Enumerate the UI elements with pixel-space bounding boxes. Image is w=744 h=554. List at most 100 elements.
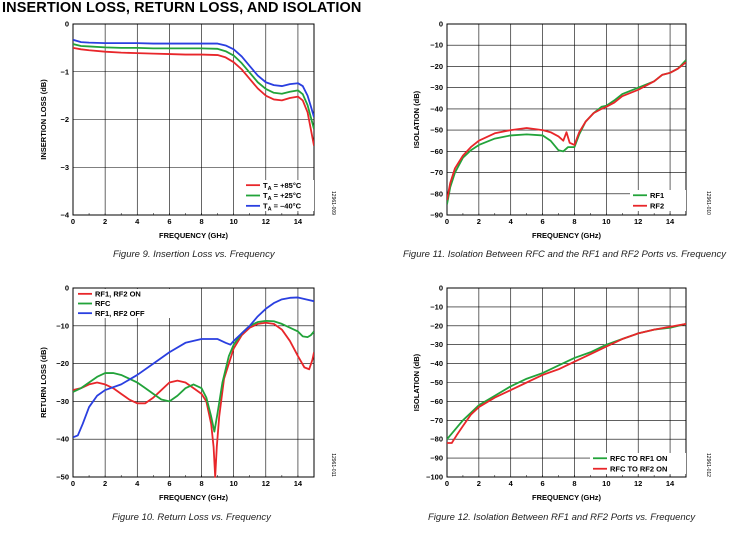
y-tick-label: −2 xyxy=(60,115,69,124)
y-axis-label: INSERTION LOSS (dB) xyxy=(39,79,48,160)
legend: TA = +85°CTA = +25°CTA = –40°C xyxy=(243,180,314,213)
y-tick-label: 0 xyxy=(65,284,69,293)
y-tick-label: −100 xyxy=(426,473,443,482)
series-line-1 xyxy=(73,319,314,433)
legend-label: TA = –40°C xyxy=(263,202,302,213)
y-tick-label: −10 xyxy=(56,321,69,330)
plot-frame xyxy=(72,287,315,478)
x-tick-label: 14 xyxy=(294,479,303,488)
y-axis-label: ISOLATION (dB) xyxy=(412,353,421,411)
plot-frame xyxy=(446,287,687,478)
section-title: INSERTION LOSS, RETURN LOSS, AND ISOLATI… xyxy=(2,0,362,16)
x-tick-label: 14 xyxy=(666,479,675,488)
plot-frame xyxy=(446,23,687,216)
x-tick-label: 0 xyxy=(71,479,75,488)
figure-12-caption: Figure 12. Isolation Between RF1 and RF2… xyxy=(428,512,696,523)
x-tick-label: 2 xyxy=(477,479,481,488)
figure-id: 12961-012 xyxy=(705,453,711,477)
x-axis-label: FREQUENCY (GHz) xyxy=(159,493,229,502)
x-tick-label: 12 xyxy=(262,479,270,488)
x-tick-label: 2 xyxy=(103,217,107,226)
legend-label: TA = +85°C xyxy=(263,181,302,192)
y-tick-label: 0 xyxy=(439,284,443,293)
x-tick-label: 8 xyxy=(572,217,576,226)
x-tick-label: 6 xyxy=(167,479,171,488)
x-axis-label: FREQUENCY (GHz) xyxy=(159,231,229,240)
y-tick-label: −50 xyxy=(430,126,443,135)
x-tick-label: 0 xyxy=(445,217,449,226)
y-tick-label: −30 xyxy=(430,83,443,92)
series-line-0 xyxy=(73,321,314,478)
y-tick-label: −30 xyxy=(430,340,443,349)
y-tick-label: −70 xyxy=(430,416,443,425)
series-group xyxy=(447,59,686,205)
x-tick-label: 14 xyxy=(666,217,675,226)
figure-id: 12961-011 xyxy=(330,453,336,477)
y-tick-label: −90 xyxy=(430,454,443,463)
legend-label: RF1, RF2 OFF xyxy=(95,309,145,318)
x-tick-label: 6 xyxy=(167,217,171,226)
y-tick-label: −20 xyxy=(430,321,443,330)
figure-id: 12961-009 xyxy=(330,191,336,215)
series-line-2 xyxy=(73,296,314,439)
legend-label: RF1 xyxy=(650,191,664,200)
y-tick-label: 0 xyxy=(439,20,443,29)
y-tick-label: −3 xyxy=(60,163,69,172)
series-line-1 xyxy=(447,61,686,201)
x-tick-label: 0 xyxy=(445,479,449,488)
x-tick-label: 12 xyxy=(262,217,270,226)
y-tick-label: −30 xyxy=(56,397,69,406)
y-axis-label: ISOLATION (dB) xyxy=(412,90,421,148)
y-tick-label: −20 xyxy=(56,359,69,368)
figure-10-caption: Figure 10. Return Loss vs. Frequency xyxy=(112,512,271,523)
series-line-0 xyxy=(447,323,686,440)
x-tick-label: 2 xyxy=(103,479,107,488)
grid xyxy=(446,23,687,216)
legend-label: TA = +25°C xyxy=(263,191,302,202)
y-tick-label: −40 xyxy=(56,435,69,444)
legend-background xyxy=(590,453,686,474)
series-group xyxy=(447,323,686,444)
x-tick-label: 4 xyxy=(509,217,514,226)
y-tick-label: −60 xyxy=(430,147,443,156)
x-tick-label: 8 xyxy=(572,479,576,488)
x-tick-label: 0 xyxy=(71,217,75,226)
x-tick-label: 6 xyxy=(541,217,545,226)
y-tick-label: −70 xyxy=(430,168,443,177)
y-tick-label: −50 xyxy=(56,473,69,482)
series-line-0 xyxy=(73,46,314,146)
legend-label: RF1, RF2 ON xyxy=(95,290,141,299)
y-tick-label: −10 xyxy=(430,302,443,311)
series-line-1 xyxy=(447,323,686,444)
x-tick-label: 14 xyxy=(294,217,303,226)
x-tick-label: 10 xyxy=(602,217,610,226)
figure-id: 12961-010 xyxy=(705,191,711,215)
figure-11-caption: Figure 11. Isolation Between RFC and the… xyxy=(403,249,726,260)
legend-label: RF2 xyxy=(650,201,664,210)
x-tick-label: 4 xyxy=(509,479,514,488)
y-tick-label: −50 xyxy=(430,378,443,387)
y-tick-label: −10 xyxy=(430,41,443,50)
y-tick-label: −40 xyxy=(430,104,443,113)
x-tick-label: 12 xyxy=(634,217,642,226)
y-tick-label: −80 xyxy=(430,435,443,444)
series-line-1 xyxy=(73,43,314,130)
series-line-0 xyxy=(447,59,686,205)
x-tick-label: 10 xyxy=(229,479,237,488)
grid xyxy=(446,287,687,478)
y-tick-label: −4 xyxy=(60,211,69,220)
y-tick-label: −40 xyxy=(430,359,443,368)
legend-label: RFC xyxy=(95,299,111,308)
plot-frame xyxy=(72,23,315,216)
x-tick-label: 2 xyxy=(477,217,481,226)
x-axis-label: FREQUENCY (GHz) xyxy=(532,493,602,502)
x-tick-label: 4 xyxy=(135,479,140,488)
x-tick-label: 8 xyxy=(199,479,203,488)
x-tick-label: 12 xyxy=(634,479,642,488)
